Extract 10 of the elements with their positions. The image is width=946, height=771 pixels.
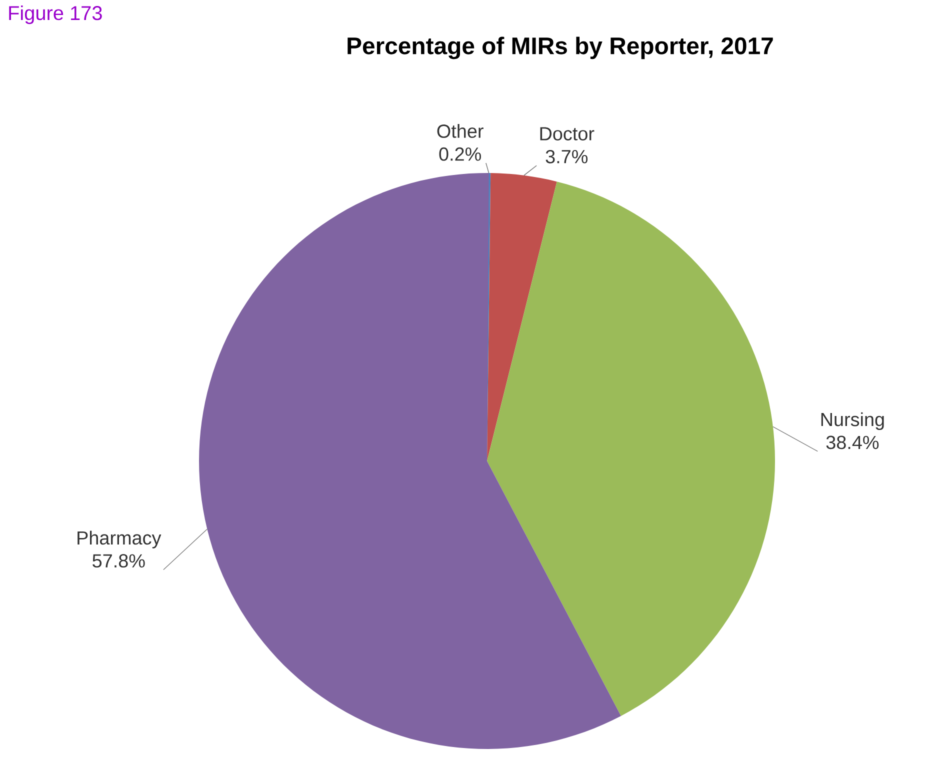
data-label: 38.4%	[826, 436, 879, 450]
data-label: 3.7%	[546, 150, 588, 164]
slice-label: Pharmacy	[78, 530, 162, 548]
data-label: 57.8%	[92, 554, 145, 568]
caption: Figure 173	[9, 6, 102, 24]
data-label: 0.2%	[439, 147, 481, 161]
slice-label: Nursing	[821, 412, 884, 430]
slice-label: Doctor	[540, 127, 594, 140]
chart-title: Percentage of MIRs by Reporter, 2017	[348, 36, 773, 60]
slice-label: Other	[437, 124, 484, 138]
